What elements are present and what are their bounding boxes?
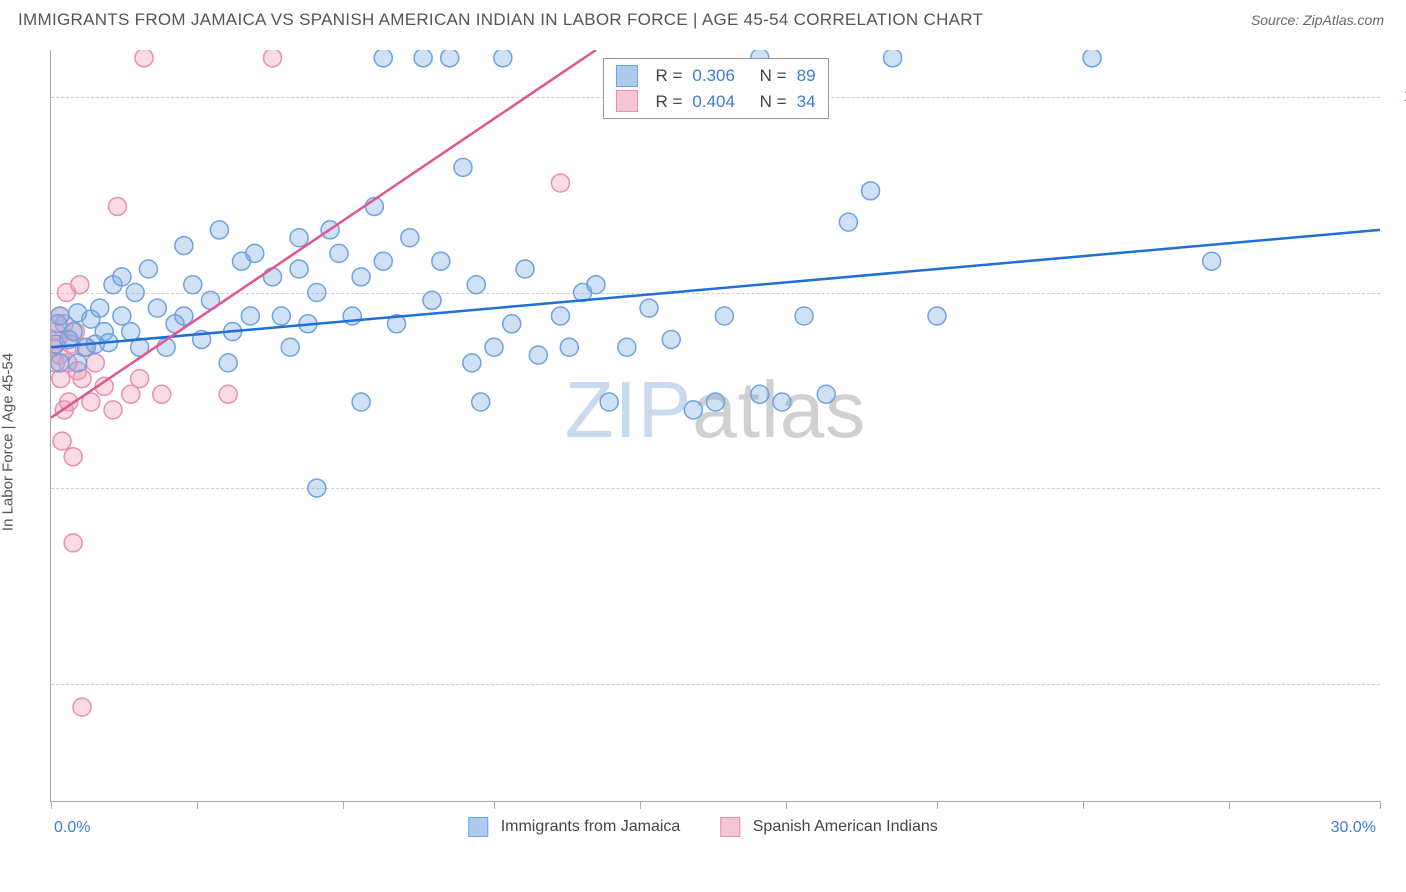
correlation-legend: R = 0.306 N = 89 R = 0.404 N = 34 [602, 58, 828, 119]
x-tick [640, 801, 641, 809]
y-axis-title: In Labor Force | Age 45-54 [0, 353, 17, 531]
trend-line [51, 50, 596, 418]
legend-row-jamaica: R = 0.306 N = 89 [615, 63, 815, 89]
x-tick [786, 801, 787, 809]
legend-label-jamaica: Immigrants from Jamaica [501, 818, 681, 835]
series-legend: Immigrants from Jamaica Spanish American… [468, 817, 938, 837]
r-label: R = [655, 63, 682, 89]
r-value-spanish: 0.404 [692, 89, 735, 115]
r-value-jamaica: 0.306 [692, 63, 735, 89]
x-tick [343, 801, 344, 809]
legend-label-spanish: Spanish American Indians [753, 818, 938, 835]
legend-item-jamaica: Immigrants from Jamaica [468, 817, 680, 837]
swatch-spanish-icon [615, 90, 637, 112]
swatch-spanish-icon [720, 817, 740, 837]
legend-row-spanish: R = 0.404 N = 34 [615, 89, 815, 115]
trend-lines-layer [51, 50, 1380, 801]
trend-line [51, 230, 1380, 347]
chart-title: IMMIGRANTS FROM JAMAICA VS SPANISH AMERI… [18, 10, 983, 30]
swatch-jamaica-icon [615, 65, 637, 87]
n-value-spanish: 34 [797, 89, 816, 115]
x-tick [1380, 801, 1381, 809]
x-tick [1083, 801, 1084, 809]
x-tick [494, 801, 495, 809]
x-axis-min-label: 0.0% [54, 819, 90, 837]
n-label: N = [760, 63, 787, 89]
chart-container: In Labor Force | Age 45-54 ZIPatlas R = … [18, 42, 1388, 842]
x-tick [51, 801, 52, 809]
x-tick [197, 801, 198, 809]
chart-header: IMMIGRANTS FROM JAMAICA VS SPANISH AMERI… [0, 0, 1406, 38]
n-value-jamaica: 89 [797, 63, 816, 89]
x-tick [937, 801, 938, 809]
plot-area: ZIPatlas R = 0.306 N = 89 R = 0.404 N = … [50, 50, 1380, 802]
swatch-jamaica-icon [468, 817, 488, 837]
source-label: Source: ZipAtlas.com [1251, 12, 1384, 28]
n-label: N = [760, 89, 787, 115]
x-axis-max-label: 30.0% [1331, 819, 1376, 837]
r-label: R = [655, 89, 682, 115]
x-tick [1229, 801, 1230, 809]
legend-item-spanish: Spanish American Indians [720, 817, 937, 837]
